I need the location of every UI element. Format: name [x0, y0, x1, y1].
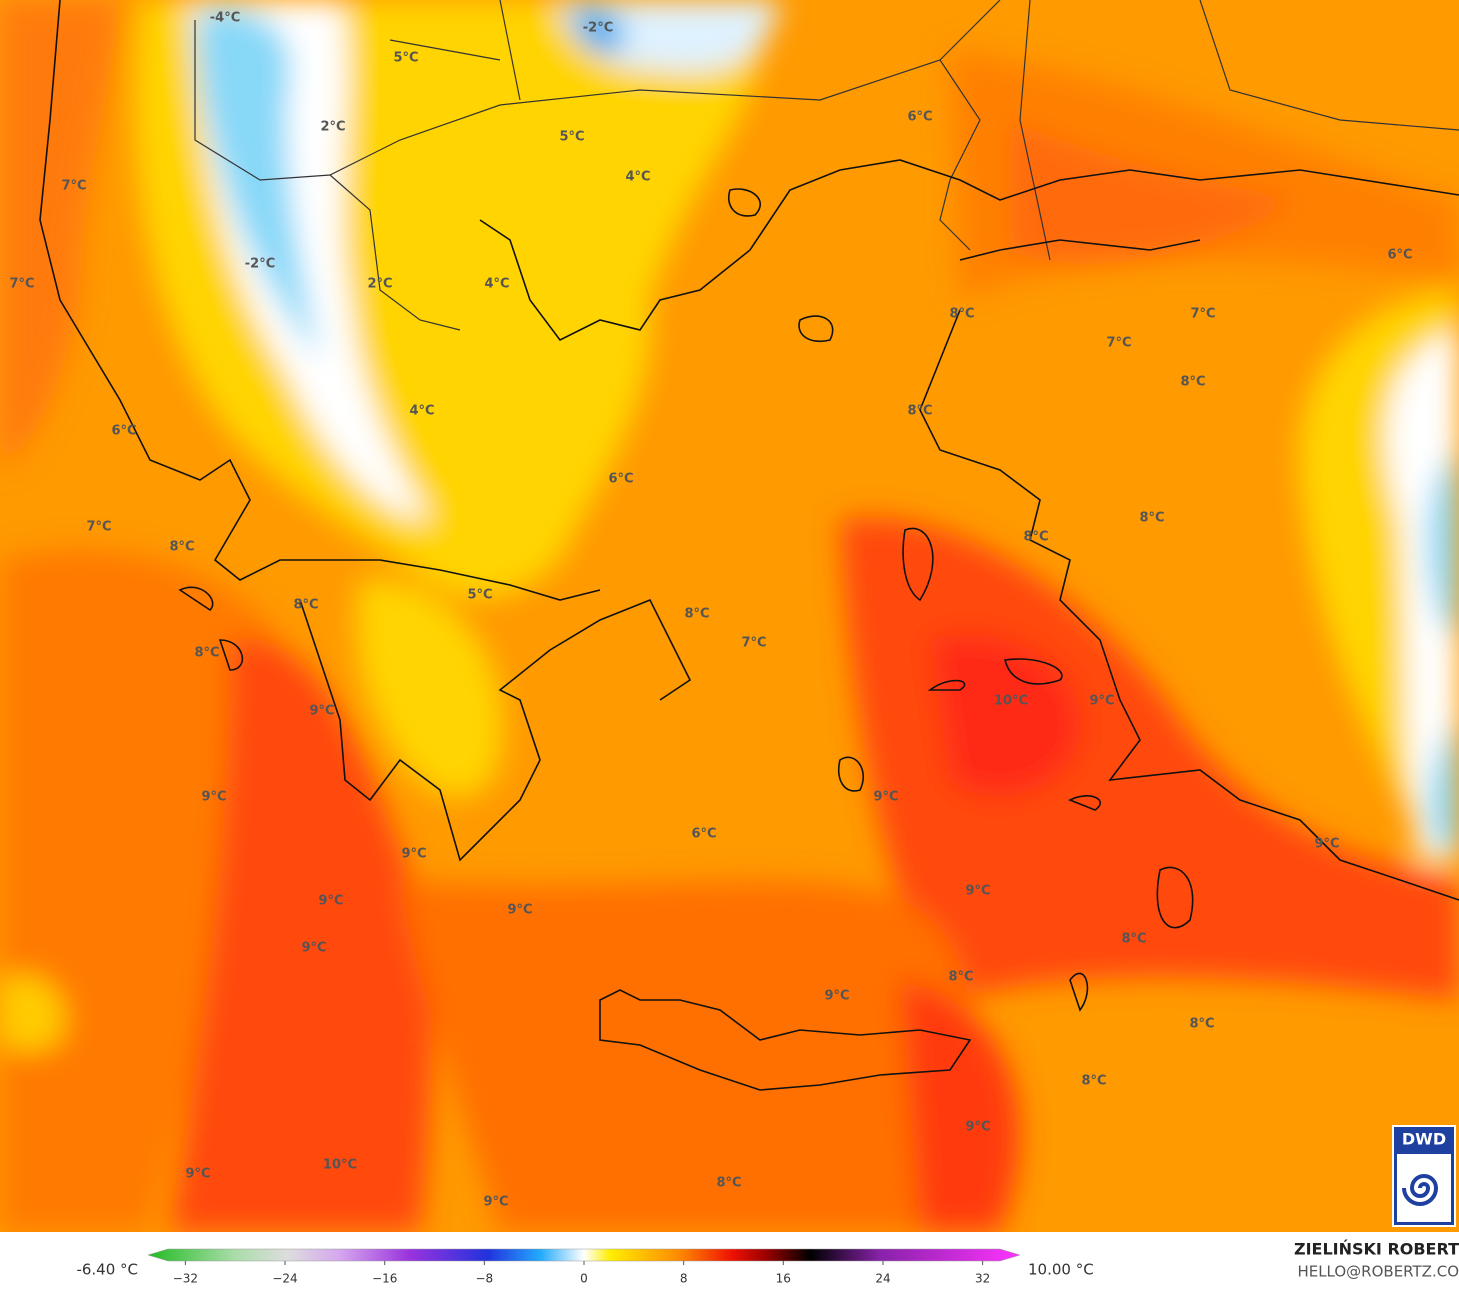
temperature-label: 8°C [1081, 1074, 1106, 1089]
temperature-label: 9°C [309, 704, 334, 719]
credit-author: ZIELIŃSKI ROBERT [1294, 1240, 1459, 1259]
temperature-label: 10°C [994, 694, 1028, 709]
temperature-label: 7°C [1106, 336, 1131, 351]
colorbar-tick-label: −16 [372, 1272, 397, 1286]
temperature-label: -2°C [245, 257, 275, 272]
temperature-label: 7°C [9, 277, 34, 292]
colorbar-tick-label: 32 [975, 1272, 990, 1286]
colorbar-bar [147, 1248, 1021, 1262]
coastlines [39, 0, 1459, 1091]
temperature-label: 7°C [1190, 307, 1215, 322]
colorbar-tick-label: −32 [173, 1272, 198, 1286]
temperature-label: 8°C [1023, 530, 1048, 545]
temperature-label: 4°C [409, 404, 434, 419]
logo-text: DWD [1402, 1130, 1446, 1149]
temperature-label: 8°C [293, 598, 318, 613]
temperature-label: 6°C [907, 110, 932, 125]
colorbar-tick-label: −24 [272, 1272, 297, 1286]
temperature-label: 9°C [1314, 837, 1339, 852]
temperature-label: 4°C [625, 170, 650, 185]
temperature-label: 9°C [318, 894, 343, 909]
temperature-field [0, 0, 1459, 1232]
temperature-label: 8°C [1121, 932, 1146, 947]
temperature-label: 9°C [507, 903, 532, 918]
colorbar-max-label: 10.00 °C [1028, 1261, 1094, 1279]
temperature-label: 8°C [194, 646, 219, 661]
temperature-label: 8°C [716, 1176, 741, 1191]
colorbar: -6.40 °C 10.00 °C −32 −24 −16 −8 0 8 16 24 32 [76, 1248, 1094, 1286]
temperature-label: 9°C [965, 884, 990, 899]
colorbar-tick-label: −8 [475, 1272, 493, 1286]
temperature-label: 8°C [684, 607, 709, 622]
temperature-label: 8°C [1139, 511, 1164, 526]
temperature-label: 7°C [61, 179, 86, 194]
temperature-label: 7°C [86, 520, 111, 535]
temperature-label: 6°C [111, 424, 136, 439]
temperature-label: 9°C [824, 989, 849, 1004]
colorbar-tick-label: 24 [875, 1272, 890, 1286]
colorbar-tick-label: 0 [580, 1272, 588, 1286]
temperature-label: 9°C [1089, 694, 1114, 709]
temperature-label: 9°C [185, 1167, 210, 1182]
temperature-label: 9°C [873, 790, 898, 805]
temperature-label: 8°C [1189, 1017, 1214, 1032]
borders [194, 0, 1459, 331]
temperature-label: 9°C [483, 1195, 508, 1210]
colorbar-min-label: -6.40 °C [76, 1261, 138, 1279]
temperature-label: 2°C [320, 120, 345, 135]
temperature-label: 9°C [201, 790, 226, 805]
temperature-label: 9°C [965, 1120, 990, 1135]
temperature-label: 5°C [467, 588, 492, 603]
colorbar-tick-label: 16 [776, 1272, 791, 1286]
temperature-label: 8°C [169, 540, 194, 555]
map: -4°C -2°C 5°C 2°C 5°C 6°C 4°C 7°C -2°C 7°C 2°C 4°C 6… [0, 0, 1459, 1232]
temperature-label: 8°C [949, 307, 974, 322]
temperature-label: 9°C [301, 941, 326, 956]
temperature-labels: -4°C -2°C 5°C 2°C 5°C 6°C 4°C 7°C -2°C 7°C 2°C 4°C 6… [9, 11, 1412, 1210]
temperature-label: -4°C [210, 11, 240, 26]
temperature-label: 8°C [948, 970, 973, 985]
temperature-label: 5°C [559, 130, 584, 145]
temperature-label: 6°C [691, 827, 716, 842]
temperature-label: 10°C [323, 1158, 357, 1173]
credit-contact: HELLO@ROBERTZ.CO [1297, 1263, 1459, 1281]
colorbar-tick-label: 8 [680, 1272, 688, 1286]
temperature-label: 8°C [1180, 375, 1205, 390]
temperature-label: 4°C [484, 277, 509, 292]
temperature-label: 5°C [393, 51, 418, 66]
temperature-label: -2°C [583, 21, 613, 36]
temperature-label: 6°C [608, 472, 633, 487]
temperature-label: 7°C [741, 636, 766, 651]
temperature-label: 2°C [367, 277, 392, 292]
temperature-label: 8°C [907, 404, 932, 419]
temperature-label: 6°C [1387, 248, 1412, 263]
temperature-label: 9°C [401, 847, 426, 862]
dwd-logo: DWD [1392, 1125, 1456, 1227]
